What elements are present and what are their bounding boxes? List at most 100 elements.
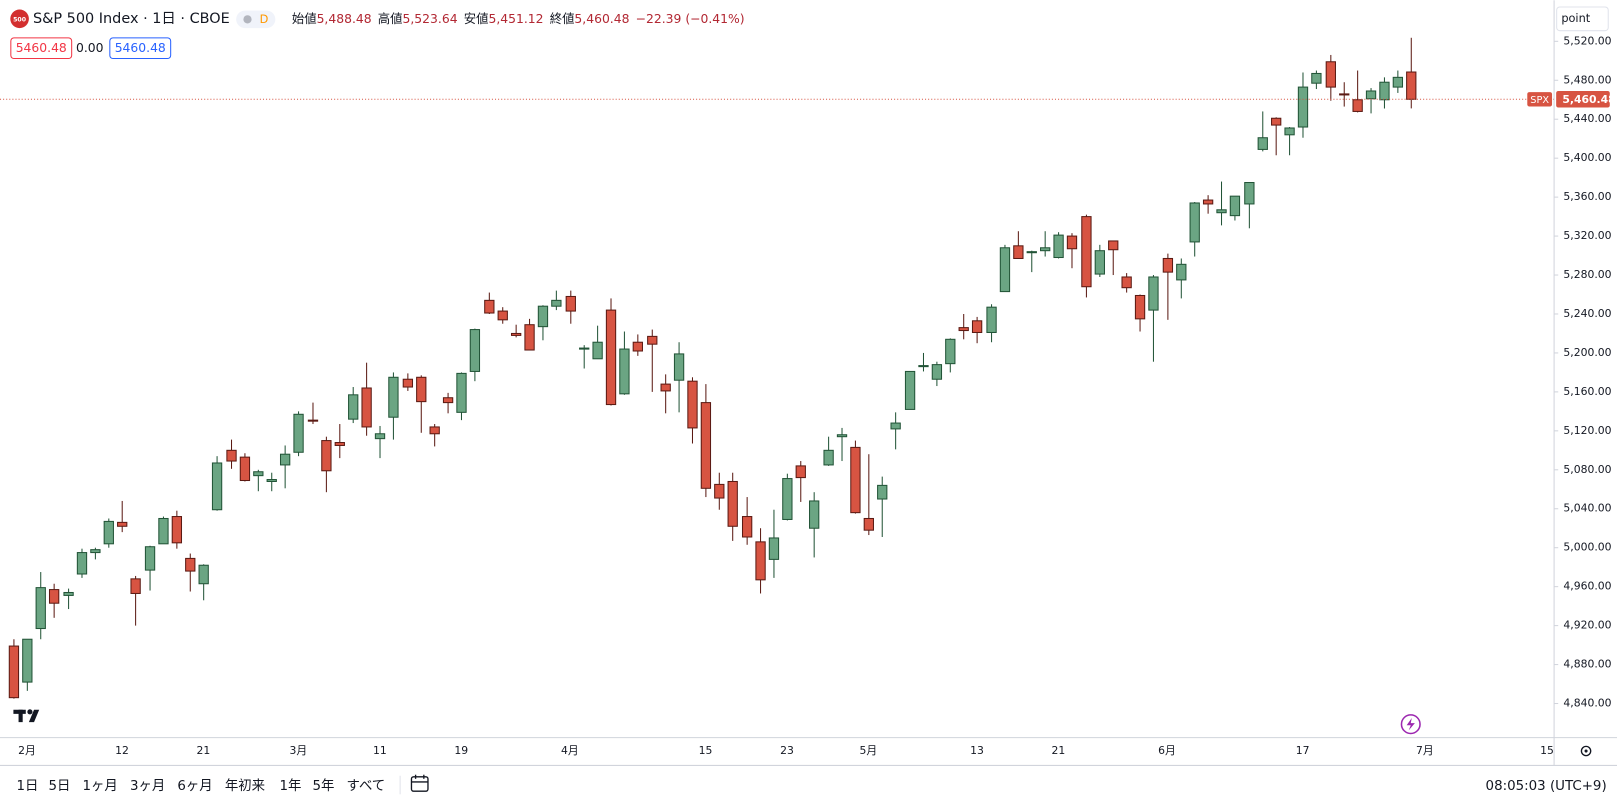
- range-button[interactable]: 1日: [17, 779, 39, 794]
- symbol-tag-bg: [1527, 92, 1553, 107]
- candle-body: [673, 353, 685, 381]
- candle-body: [714, 483, 725, 499]
- candle-body: [1352, 99, 1363, 112]
- candle-body: [795, 465, 806, 479]
- ohlc-label: 終値: [550, 10, 575, 25]
- candle-body: [1392, 76, 1404, 88]
- settings-button[interactable]: [1580, 745, 1592, 757]
- interval-badge-bg[interactable]: [236, 10, 276, 29]
- range-button[interactable]: 5日: [48, 779, 70, 794]
- candle-body: [497, 310, 508, 321]
- scale-button-label: point: [1561, 11, 1590, 25]
- status-dot: [243, 15, 252, 24]
- tv-logo: [13, 709, 40, 723]
- candle-body: [1053, 234, 1064, 259]
- x-tick-label: 17: [1296, 744, 1310, 757]
- candle-body: [1121, 276, 1132, 289]
- symbol-title[interactable]: S&P 500 Index · 1日 · CBOE: [33, 11, 230, 27]
- change: −22.39 (−0.41%): [636, 11, 745, 25]
- candle-body: [48, 589, 60, 604]
- x-tick-label: 15: [699, 744, 713, 757]
- range-button[interactable]: 年初来: [225, 778, 265, 794]
- symbol-tag: SPX: [1530, 95, 1549, 106]
- y-tick-label: 4,920.00: [1563, 619, 1611, 632]
- x-tick-label: 7月: [1416, 744, 1434, 757]
- candle-body: [565, 295, 576, 312]
- range-button[interactable]: すべて: [347, 778, 386, 794]
- x-tick-label: 6月: [1158, 744, 1176, 757]
- lightning-button[interactable]: [1400, 714, 1421, 735]
- candle-body: [700, 402, 712, 489]
- ohlc-legend: 始値5,488.48 高値5,523.64 安値5,451.12 終値5,460.48…: [292, 10, 745, 25]
- range-button[interactable]: 1ヶ月: [83, 779, 118, 794]
- candle-body: [1134, 294, 1146, 320]
- x-tick-label: 15: [1540, 744, 1554, 757]
- range-button[interactable]: 3ヶ月: [130, 779, 165, 794]
- candle-body: [321, 440, 332, 472]
- candle-body: [1013, 245, 1024, 259]
- input-value: 0.00: [76, 41, 104, 55]
- candle-body: [117, 521, 128, 527]
- calendar-button[interactable]: [410, 774, 429, 792]
- candle-body: [226, 449, 237, 462]
- ohlc-value: 5,523.64: [403, 11, 458, 25]
- symbol-badge: [10, 9, 29, 29]
- price-tag-bg: [1556, 91, 1610, 108]
- candle-body: [551, 299, 562, 307]
- y-tick-label: 5,480.00: [1563, 73, 1611, 86]
- range-button[interactable]: 1年: [279, 778, 301, 794]
- x-tick-label: 23: [780, 744, 794, 757]
- candle-body: [1257, 137, 1268, 150]
- candle-body: [334, 442, 345, 446]
- ohlc-label: 高値: [378, 10, 403, 25]
- candle-body: [727, 480, 738, 527]
- candle-body: [660, 383, 671, 392]
- candle-body: [1066, 235, 1078, 250]
- y-tick-label: 5,000.00: [1563, 541, 1611, 554]
- candle-body: [1216, 209, 1227, 214]
- ohlc-value: 5,460.48: [574, 11, 629, 25]
- candle-body: [1229, 195, 1241, 217]
- candle-body: [374, 433, 386, 440]
- candle-body: [687, 380, 698, 429]
- candle-body: [158, 517, 169, 545]
- candle-body: [469, 329, 481, 372]
- y-tick-label: 5,120.00: [1563, 424, 1611, 437]
- y-tick-label: 5,400.00: [1563, 151, 1611, 164]
- candle-body: [768, 537, 780, 560]
- candle-body: [103, 520, 114, 545]
- candle-body: [144, 546, 156, 571]
- scale-button[interactable]: [1556, 6, 1609, 32]
- candle-body: [524, 324, 535, 351]
- range-button[interactable]: 6ヶ月: [177, 779, 212, 794]
- candle-body: [456, 372, 467, 413]
- candle-body: [877, 484, 888, 500]
- ohlc-label: 安値: [464, 10, 489, 25]
- candle-body: [971, 320, 983, 334]
- candle-body: [986, 306, 997, 334]
- candle-body: [239, 456, 251, 482]
- input-box[interactable]: [10, 37, 73, 60]
- y-tick-label: 5,440.00: [1563, 112, 1611, 125]
- candle-body: [484, 299, 495, 314]
- candle-body: [1148, 276, 1159, 311]
- interval-badge: D: [260, 12, 269, 26]
- range-button[interactable]: 5年: [312, 778, 334, 794]
- candle-body: [266, 479, 277, 482]
- y-tick-label: 5,280.00: [1563, 268, 1611, 281]
- candle-body: [1244, 182, 1255, 205]
- candle-body: [850, 446, 861, 514]
- candle-body: [1325, 61, 1336, 88]
- candle-body: [592, 341, 603, 360]
- candle-body: [1189, 202, 1200, 243]
- candle-body: [945, 338, 956, 365]
- candle-body: [863, 517, 874, 531]
- input-box[interactable]: [109, 37, 172, 60]
- candle-body: [958, 327, 969, 332]
- candle-body: [35, 587, 46, 630]
- candle-body: [579, 347, 590, 350]
- candle-body: [279, 453, 291, 466]
- x-tick-label: 4月: [561, 744, 579, 757]
- x-tick-label: 19: [454, 744, 468, 757]
